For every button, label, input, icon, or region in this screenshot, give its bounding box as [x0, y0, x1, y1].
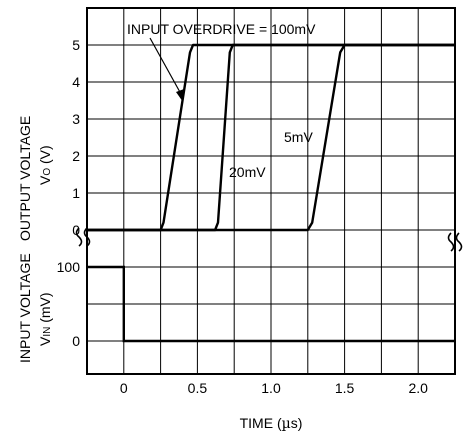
y-tick-label-upper: 2 — [72, 148, 80, 164]
annotation-20mv: 20mV — [229, 164, 266, 180]
axis-break-right — [447, 232, 463, 252]
series-line-5mv — [87, 43, 455, 232]
upper-ylabel-line2: VO (V) — [37, 145, 53, 185]
x-tick-label: 2.0 — [408, 380, 428, 396]
annotation-arrowhead — [176, 89, 184, 102]
x-tick-label: 0.5 — [188, 380, 208, 396]
y-tick-label-lower: 100 — [57, 259, 81, 275]
y-tick-label-lower: 0 — [72, 333, 80, 349]
lower-ylabel-line2: VIN (mV) — [37, 292, 53, 346]
lower-ylabel-line1: INPUT VOLTAGE — [17, 253, 33, 363]
tick-labels: 0 1 2 3 4 5 0 100 0 0.5 1.0 1.5 2.0 — [57, 37, 429, 396]
axis-break-left — [75, 227, 91, 247]
annotation-5mv: 5mV — [284, 129, 313, 145]
plot-frame — [86, 7, 456, 375]
annotation-overdrive: INPUT OVERDRIVE = 100mV — [127, 21, 316, 37]
grid-lines — [87, 8, 455, 374]
y-tick-label-upper: 4 — [72, 74, 80, 90]
y-tick-label-upper: 0 — [72, 222, 80, 238]
series-line-input — [87, 265, 455, 343]
y-tick-label-upper: 1 — [72, 185, 80, 201]
x-tick-label: 1.0 — [261, 380, 281, 396]
x-tick-label: 1.5 — [335, 380, 355, 396]
upper-ylabel-line1: OUTPUT VOLTAGE — [17, 116, 33, 241]
annotation-arrow-line — [149, 37, 182, 95]
x-tick-label: 0 — [120, 380, 128, 396]
plot-series — [87, 43, 455, 343]
y-tick-label-upper: 5 — [72, 37, 80, 53]
x-axis-label: TIME (µs) — [240, 415, 303, 432]
y-tick-label-upper: 3 — [72, 111, 80, 127]
